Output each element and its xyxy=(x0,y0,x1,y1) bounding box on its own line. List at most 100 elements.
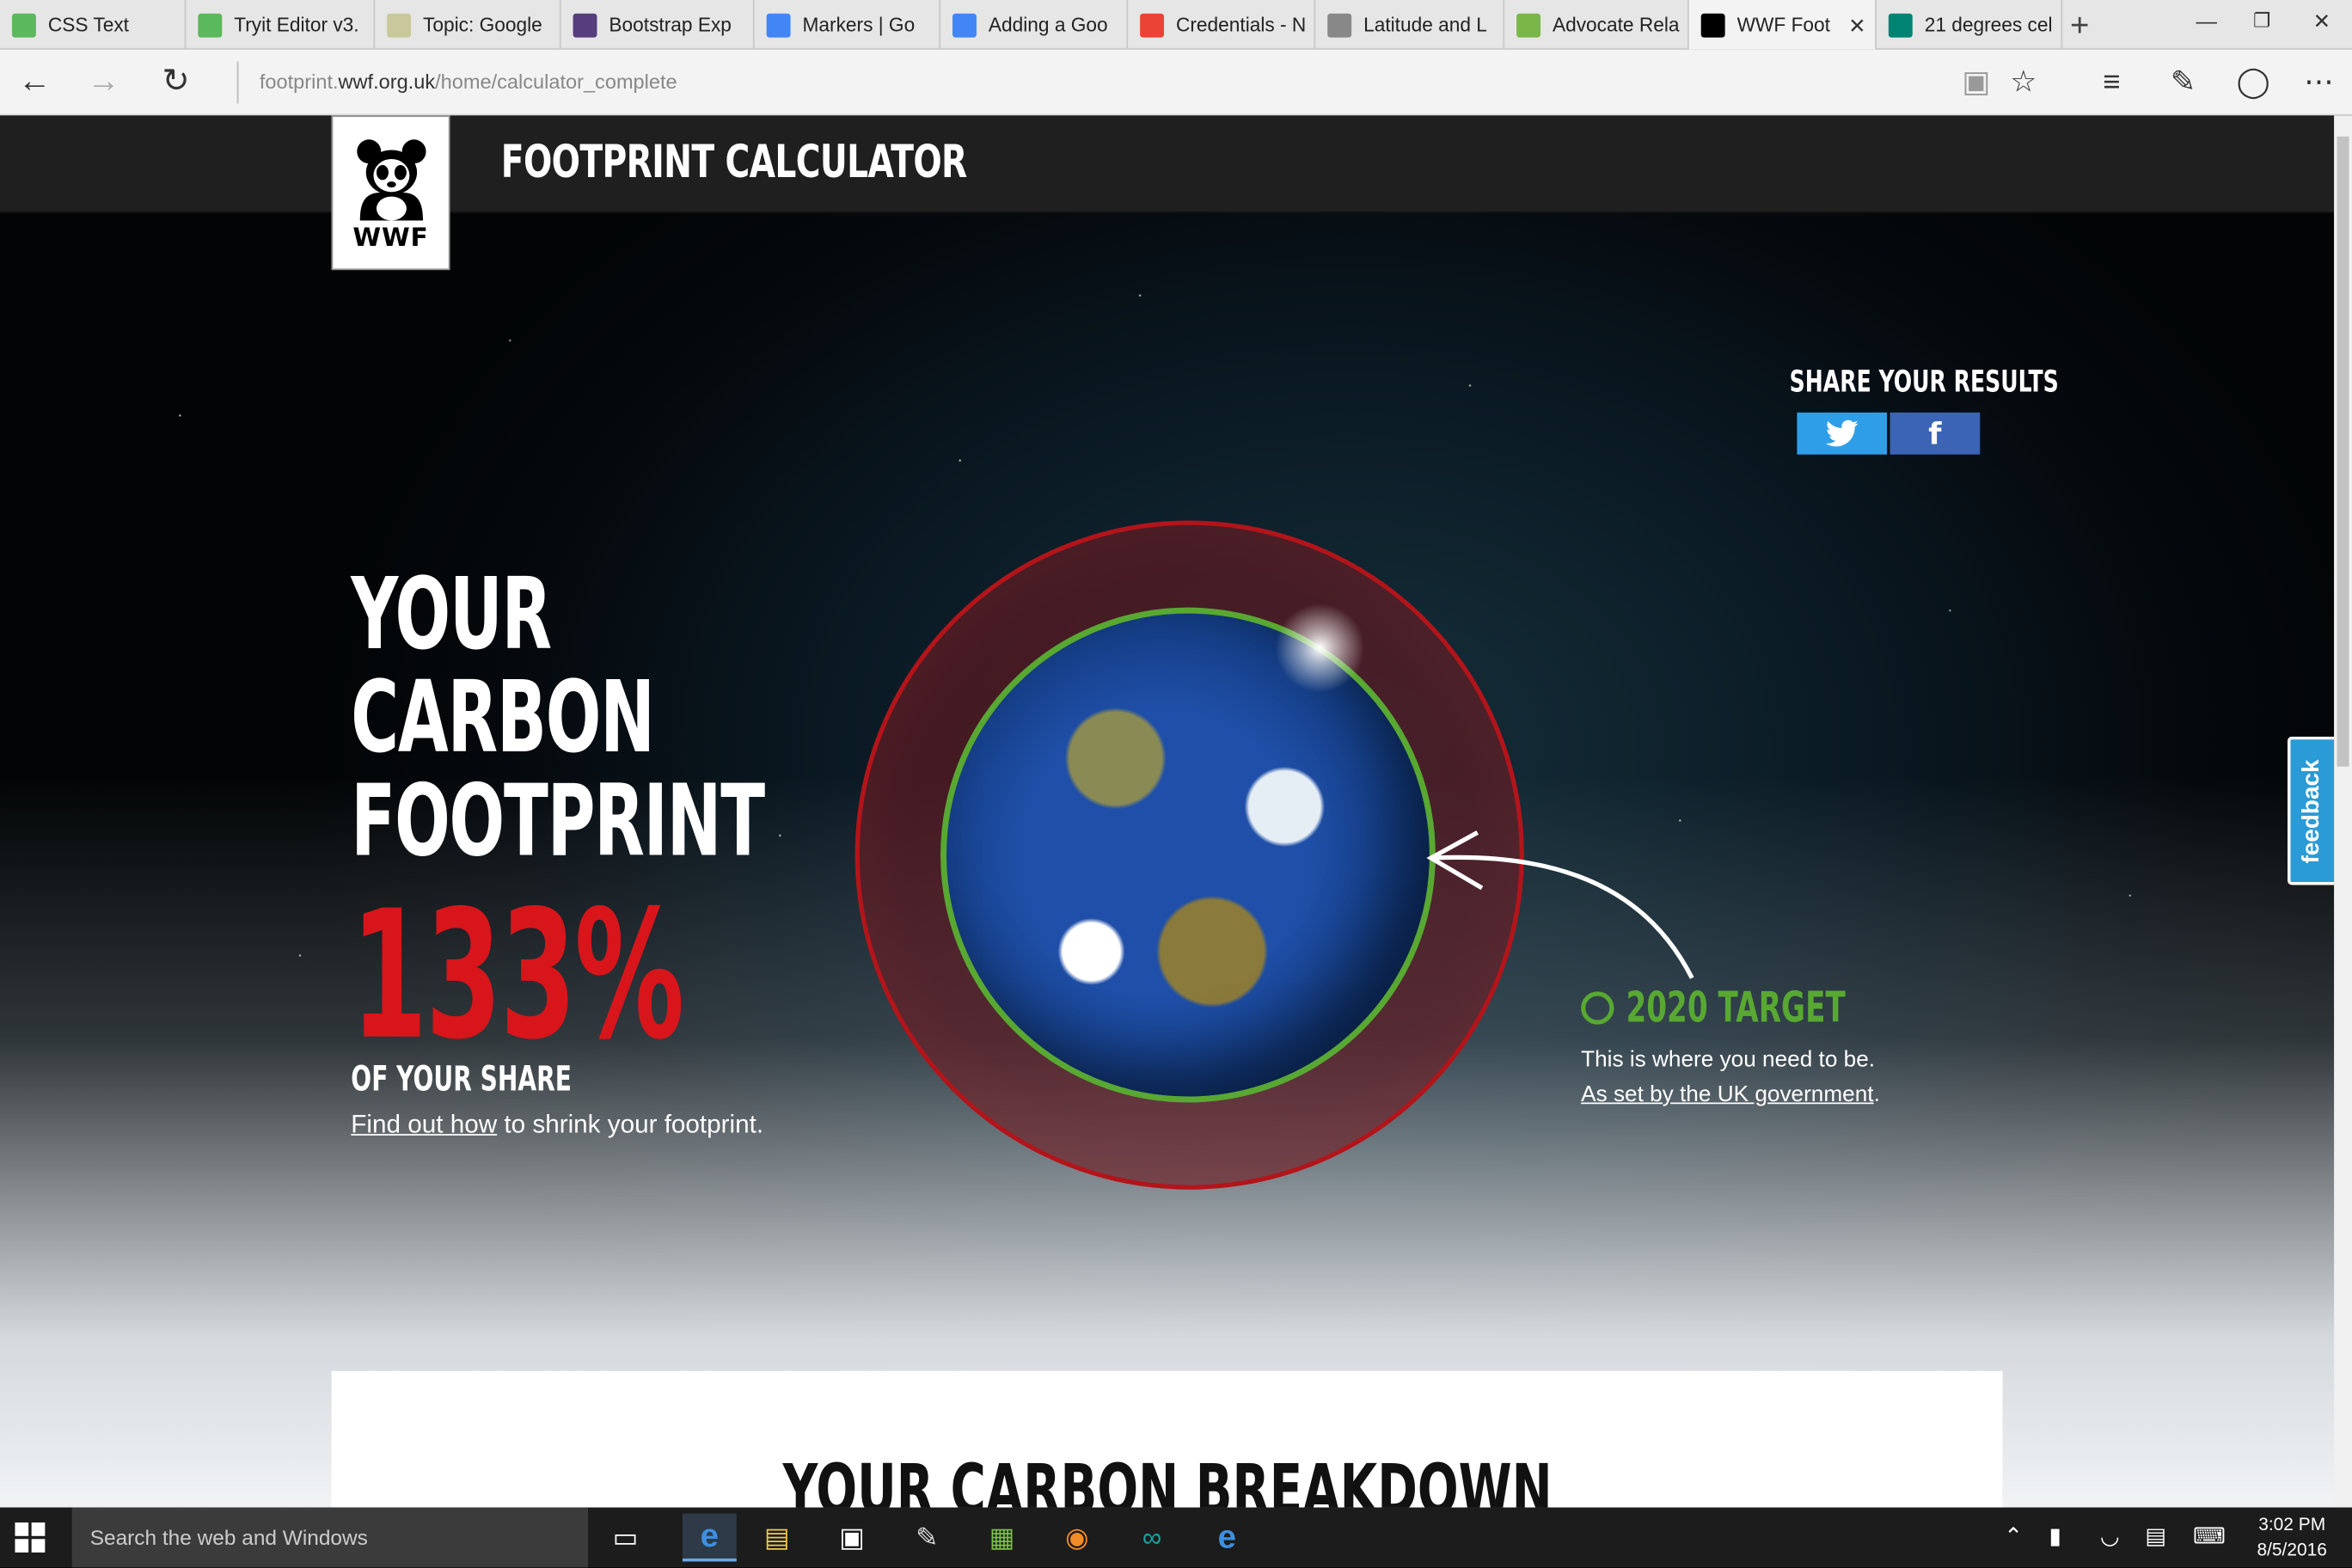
taskbar-search[interactable]: Search the web and Windows xyxy=(71,1507,588,1568)
back-button[interactable]: ← xyxy=(17,61,52,100)
browser-tab[interactable]: Advocate Rela xyxy=(1504,0,1689,50)
uk-government-link[interactable]: As set by the UK government xyxy=(1581,1081,1874,1107)
carbon-breakdown-card: YOUR CARBON BREAKDOWN xyxy=(331,1370,2003,1508)
tab-label: CSS Text xyxy=(47,13,129,36)
target-circle-icon xyxy=(1581,990,1614,1024)
tab-label: Bootstrap Exp xyxy=(609,13,732,36)
address-toolbar: ← → ↻ footprint.wwf.org.uk/home/calculat… xyxy=(0,49,2352,116)
bing-icon xyxy=(1888,12,1913,37)
store-icon[interactable]: ▣ xyxy=(839,1522,865,1553)
panda-icon xyxy=(1700,12,1725,37)
facebook-icon: f xyxy=(1928,415,1942,452)
browser-tab[interactable]: CSS Text xyxy=(0,0,187,50)
web-note-icon[interactable]: ✎ xyxy=(2170,65,2196,100)
google-icon xyxy=(1140,12,1165,37)
twitter-icon xyxy=(1825,420,1859,447)
new-tab-button[interactable]: + xyxy=(2069,5,2090,44)
more-menu-icon[interactable]: ⋯ xyxy=(2304,65,2335,100)
hub-icon[interactable]: ≡ xyxy=(2103,65,2121,100)
browser-tab[interactable]: Adding a Goo xyxy=(940,0,1129,50)
facebook-share-button[interactable]: f xyxy=(1890,412,1981,455)
breakdown-title: YOUR CARBON BREAKDOWN xyxy=(332,1449,2003,1508)
breakdown-title-text: YOUR CARBON BREAKDOWN xyxy=(782,1449,1552,1508)
scroll-thumb[interactable] xyxy=(2337,136,2349,767)
target-desc-line: This is where you need to be. xyxy=(1581,1046,1876,1073)
browser-tab[interactable]: 21 degrees cel xyxy=(1877,0,2063,50)
target-description: This is where you need to be. As set by … xyxy=(1581,1043,1880,1112)
tab-label: Topic: Google xyxy=(423,13,542,36)
tab-label: Credentials - N xyxy=(1176,13,1307,36)
browser-tab-strip: CSS Text Tryit Editor v3. Topic: Google Boo… xyxy=(0,0,2352,50)
restore-button[interactable]: ❐ xyxy=(2252,9,2271,32)
keyboard-icon[interactable]: ⌨ xyxy=(2193,1523,2226,1550)
browser-tab[interactable]: Latitude and L xyxy=(1315,0,1505,50)
feedback-tab[interactable]: feedback xyxy=(2287,736,2335,885)
notepad-icon[interactable]: ✎ xyxy=(916,1522,939,1553)
w3schools-icon xyxy=(198,12,223,37)
editor-icon[interactable]: ▦ xyxy=(989,1522,1015,1553)
battery-icon[interactable]: ▮ xyxy=(2049,1523,2061,1550)
file-explorer-icon[interactable]: ▤ xyxy=(763,1522,790,1553)
browser-tab[interactable]: Markers | Go xyxy=(755,0,941,50)
reading-view-icon[interactable]: ▣ xyxy=(1962,65,1991,100)
start-button[interactable] xyxy=(15,1522,46,1553)
maps-icon xyxy=(1516,12,1541,37)
browser-tab[interactable]: Topic: Google xyxy=(375,0,561,50)
share-icon[interactable]: ◯ xyxy=(2236,65,2270,100)
browser-tab[interactable]: Bootstrap Exp xyxy=(561,0,755,50)
logo-text: WWF xyxy=(352,223,429,254)
find-out-rest: to shrink your footprint. xyxy=(497,1110,764,1139)
browser-tab[interactable]: Tryit Editor v3. xyxy=(186,0,376,50)
headline-line-1: YOUR xyxy=(351,556,552,672)
address-field[interactable]: footprint.wwf.org.uk/home/calculator_com… xyxy=(236,61,1932,104)
twitter-share-button[interactable] xyxy=(1797,412,1888,455)
browser-tab[interactable]: Credentials - N xyxy=(1128,0,1316,50)
browser-tab[interactable]: WWF Foot ✕ xyxy=(1688,0,1877,50)
favorite-star-icon[interactable]: ☆ xyxy=(2010,65,2037,100)
panda-icon xyxy=(356,139,426,221)
tab-label: Advocate Rela xyxy=(1552,13,1680,36)
close-window-button[interactable]: ✕ xyxy=(2312,9,2331,34)
minimize-button[interactable]: — xyxy=(2196,9,2217,34)
edge-icon[interactable]: e xyxy=(682,1513,737,1562)
close-tab-icon[interactable]: ✕ xyxy=(1848,13,1866,38)
target-title: 2020 TARGET xyxy=(1626,982,1846,1032)
tab-label: Latitude and L xyxy=(1363,13,1487,36)
tray-chevron-icon[interactable]: ⌃ xyxy=(2004,1523,2024,1550)
tab-label: Adding a Goo xyxy=(988,13,1108,36)
footprint-percentage: 133% xyxy=(351,871,684,1079)
target-arrow xyxy=(1426,830,1694,979)
forum-icon xyxy=(387,12,412,37)
wwf-logo[interactable]: WWF xyxy=(331,115,450,271)
fox-app-icon[interactable]: ◉ xyxy=(1065,1522,1089,1553)
internet-explorer-icon[interactable]: e xyxy=(1217,1517,1237,1556)
headline-line-3: FOOTPRINT xyxy=(351,763,765,879)
clock-time: 3:02 PM xyxy=(2258,1513,2326,1535)
find-out-text: Find out how to shrink your footprint. xyxy=(351,1110,763,1140)
clock-date: 8/5/2016 xyxy=(2257,1539,2327,1560)
headline-line-2: CARBON xyxy=(351,659,655,776)
taskbar-clock[interactable]: 3:02 PM 8/5/2016 xyxy=(2247,1512,2337,1563)
sun-flare xyxy=(1275,603,1365,694)
tab-label: WWF Foot xyxy=(1736,13,1830,36)
arduino-icon[interactable]: ∞ xyxy=(1142,1522,1162,1553)
earth-globe xyxy=(940,607,1436,1103)
find-out-how-link[interactable]: Find out how xyxy=(351,1110,498,1139)
bootstrap-icon xyxy=(573,12,597,37)
tab-label: 21 degrees cel xyxy=(1924,13,2053,36)
task-view-icon[interactable]: ▭ xyxy=(612,1522,639,1553)
action-center-icon[interactable]: ▤ xyxy=(2145,1523,2166,1550)
feedback-label: feedback xyxy=(2299,758,2324,863)
w3schools-icon xyxy=(11,12,36,37)
wifi-icon[interactable]: ◡ xyxy=(2099,1523,2120,1550)
forward-button[interactable]: → xyxy=(87,61,120,100)
target-period: . xyxy=(1873,1081,1880,1107)
page-icon xyxy=(1327,12,1352,37)
tab-label: Markers | Go xyxy=(802,13,916,36)
of-your-share-label: OF YOUR SHARE xyxy=(351,1060,572,1100)
page-scrollbar[interactable] xyxy=(2334,115,2352,1508)
site-title: FOOTPRINT CALCULATOR xyxy=(500,136,967,189)
google-dev-icon xyxy=(952,12,977,37)
refresh-button[interactable]: ↻ xyxy=(162,61,190,100)
target-heading: 2020 TARGET xyxy=(1581,983,1939,1032)
